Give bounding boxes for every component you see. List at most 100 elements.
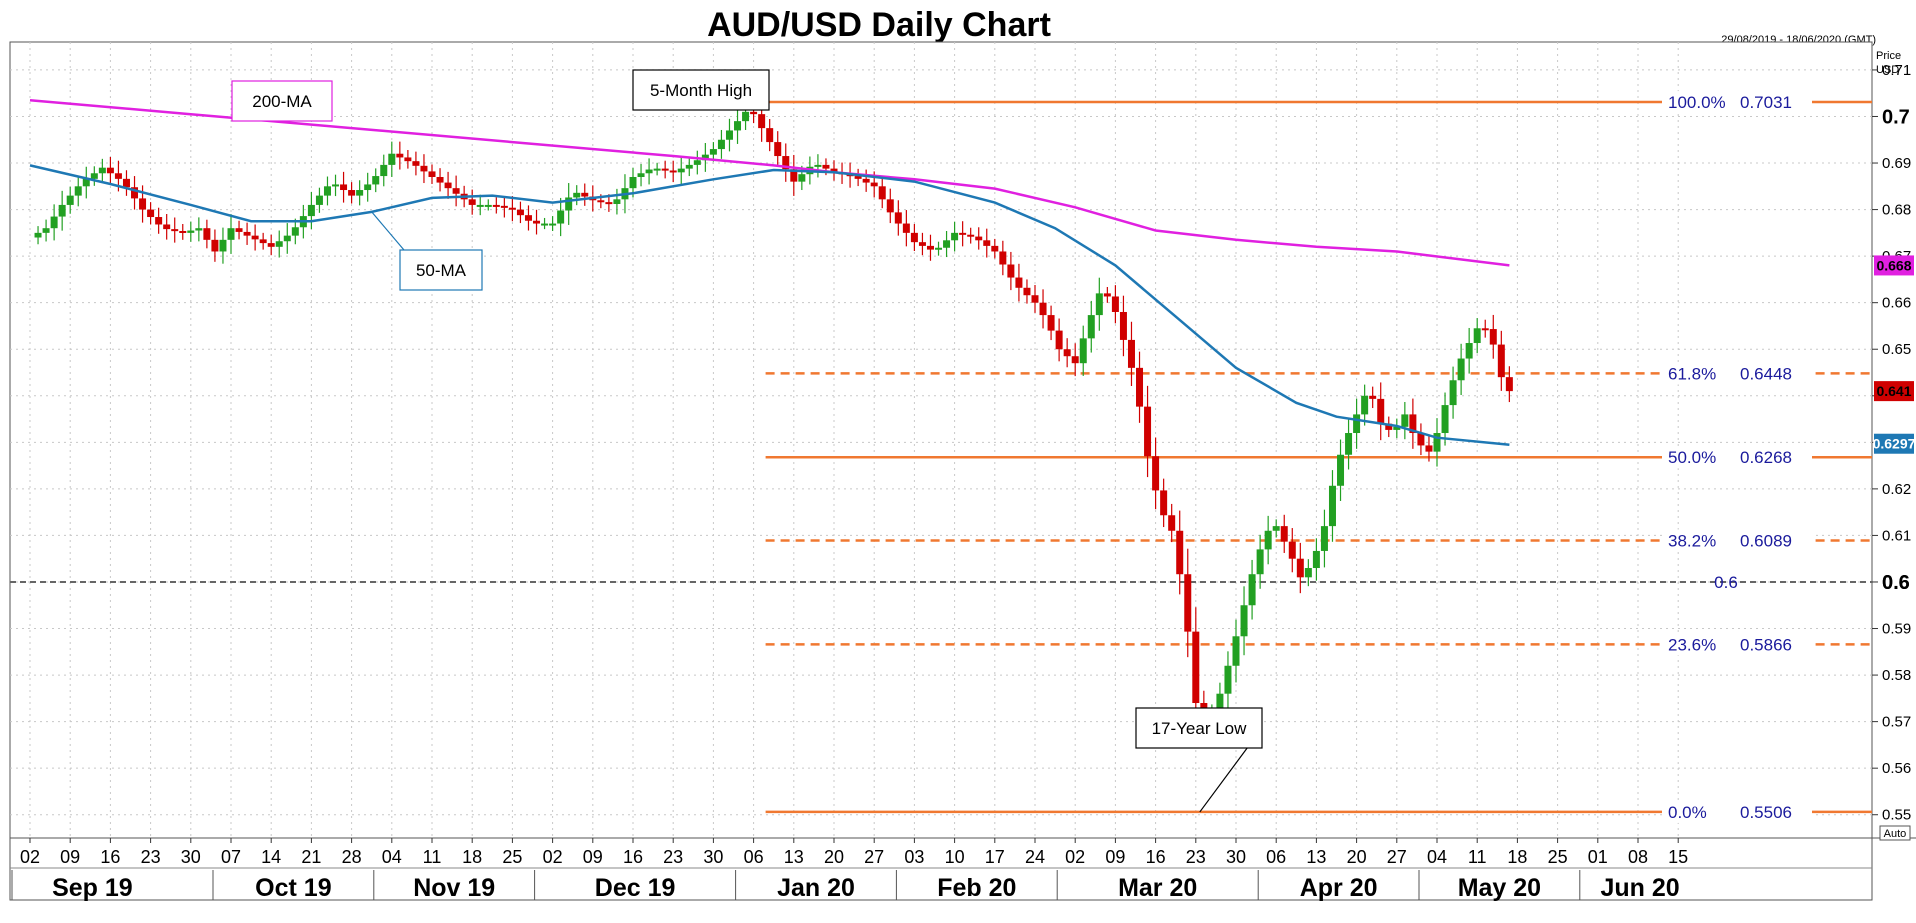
x-day-tick-label: 30	[1226, 847, 1246, 867]
candle-body	[42, 228, 50, 233]
candle-body	[74, 186, 82, 196]
candle-body	[717, 139, 725, 150]
candle-body	[1280, 526, 1288, 542]
candle-body	[701, 154, 709, 161]
plot-frame	[9, 41, 1916, 901]
x-month-label: Jan 20	[777, 874, 855, 902]
candle-body	[1055, 330, 1063, 350]
candle-body	[541, 223, 549, 226]
x-day-tick-label: 20	[1347, 847, 1367, 867]
candle-body	[597, 200, 605, 203]
candle-body	[323, 186, 331, 196]
candle-body	[669, 170, 677, 173]
candle-body	[782, 156, 790, 170]
candle-body	[1417, 433, 1425, 446]
candle-body	[388, 153, 396, 165]
candle-body	[1449, 380, 1457, 406]
candle-body	[1481, 328, 1489, 331]
x-day-tick-label: 25	[1548, 847, 1568, 867]
candle-body	[1457, 358, 1465, 381]
candle-body	[1039, 302, 1047, 316]
fib-level-percent: 61.8%	[1668, 364, 1716, 383]
x-day-tick-label: 23	[141, 847, 161, 867]
fib-label-bg	[1662, 446, 1812, 469]
candle-body	[967, 234, 975, 237]
candle-body	[1328, 485, 1336, 527]
y-tick-label: 0.55	[1882, 807, 1911, 824]
x-day-tick-label: 15	[1668, 847, 1688, 867]
x-day-tick-label: 23	[1186, 847, 1206, 867]
candle-body	[315, 195, 323, 205]
annotation-text: 17-Year Low	[1152, 719, 1248, 738]
candle-body	[131, 187, 139, 199]
moving-average-line	[29, 164, 1510, 446]
candle-body	[1111, 296, 1119, 312]
candle-body	[1337, 454, 1345, 486]
x-month-label: Oct 19	[255, 874, 331, 902]
y-axis-label-price: Price	[1876, 50, 1901, 62]
reference-line-label: 0.6	[1714, 573, 1738, 592]
candle-body	[114, 173, 122, 179]
candle-body	[372, 176, 380, 185]
x-month-label: Nov 19	[413, 874, 495, 902]
x-day-tick-label: 17	[985, 847, 1005, 867]
candle-body	[155, 217, 163, 225]
auto-scale-label: Auto	[1884, 828, 1907, 840]
candle-body	[1272, 526, 1280, 531]
candle-body	[798, 174, 806, 182]
candle-body	[790, 169, 798, 182]
candle-body	[661, 168, 669, 171]
candle-body	[894, 212, 902, 224]
candle-body	[122, 178, 130, 188]
x-day-tick-label: 11	[1468, 847, 1487, 867]
annotation-box	[231, 80, 333, 122]
x-day-tick-label: 14	[261, 847, 281, 867]
candle-body	[211, 239, 219, 252]
candle-body	[926, 245, 934, 250]
fib-label-bg	[1662, 362, 1812, 385]
candlesticks	[34, 100, 1513, 731]
x-day-tick-label: 18	[1507, 847, 1527, 867]
fib-level-percent: 50.0%	[1668, 448, 1716, 467]
candle-body	[187, 230, 195, 233]
candle-body	[878, 186, 886, 200]
x-day-tick-label: 16	[100, 847, 120, 867]
candle-body	[1023, 287, 1031, 296]
candle-body	[147, 209, 155, 218]
candle-body	[1087, 315, 1095, 339]
candle-body	[1409, 414, 1417, 434]
x-day-tick-label: 27	[1387, 847, 1407, 867]
candle-body	[854, 176, 862, 179]
candle-body	[307, 204, 315, 217]
x-day-tick-label: 09	[583, 847, 603, 867]
y-tick-label: 0.71	[1882, 62, 1911, 79]
candle-body	[645, 169, 653, 174]
candle-body	[1119, 311, 1127, 340]
candle-body	[709, 149, 717, 155]
candle-body	[581, 192, 589, 197]
x-month-label: May 20	[1458, 874, 1541, 902]
x-month-label: Mar 20	[1118, 874, 1197, 902]
y-tick-label: 0.65	[1882, 341, 1911, 358]
candle-body	[1168, 515, 1176, 531]
candle-body	[766, 128, 774, 143]
x-day-tick-label: 06	[744, 847, 764, 867]
x-day-tick-label: 03	[904, 847, 924, 867]
candle-body	[1353, 414, 1361, 434]
candle-body	[870, 182, 878, 187]
candle-body	[163, 224, 171, 230]
candle-body	[902, 223, 910, 233]
candle-body	[1144, 406, 1152, 457]
candle-body	[227, 228, 235, 240]
y-axis-label-currency: USD	[1876, 64, 1899, 76]
fib-level-percent: 0.0%	[1668, 803, 1707, 822]
candle-body	[814, 164, 822, 167]
candle-body	[935, 247, 943, 250]
candle-body	[98, 167, 106, 174]
candle-body	[862, 178, 870, 183]
x-day-tick-label: 21	[301, 847, 321, 867]
price-tag-value: 0.6297	[1873, 436, 1916, 452]
candle-body	[251, 235, 259, 240]
candle-body	[951, 232, 959, 241]
candle-body	[1441, 405, 1449, 434]
